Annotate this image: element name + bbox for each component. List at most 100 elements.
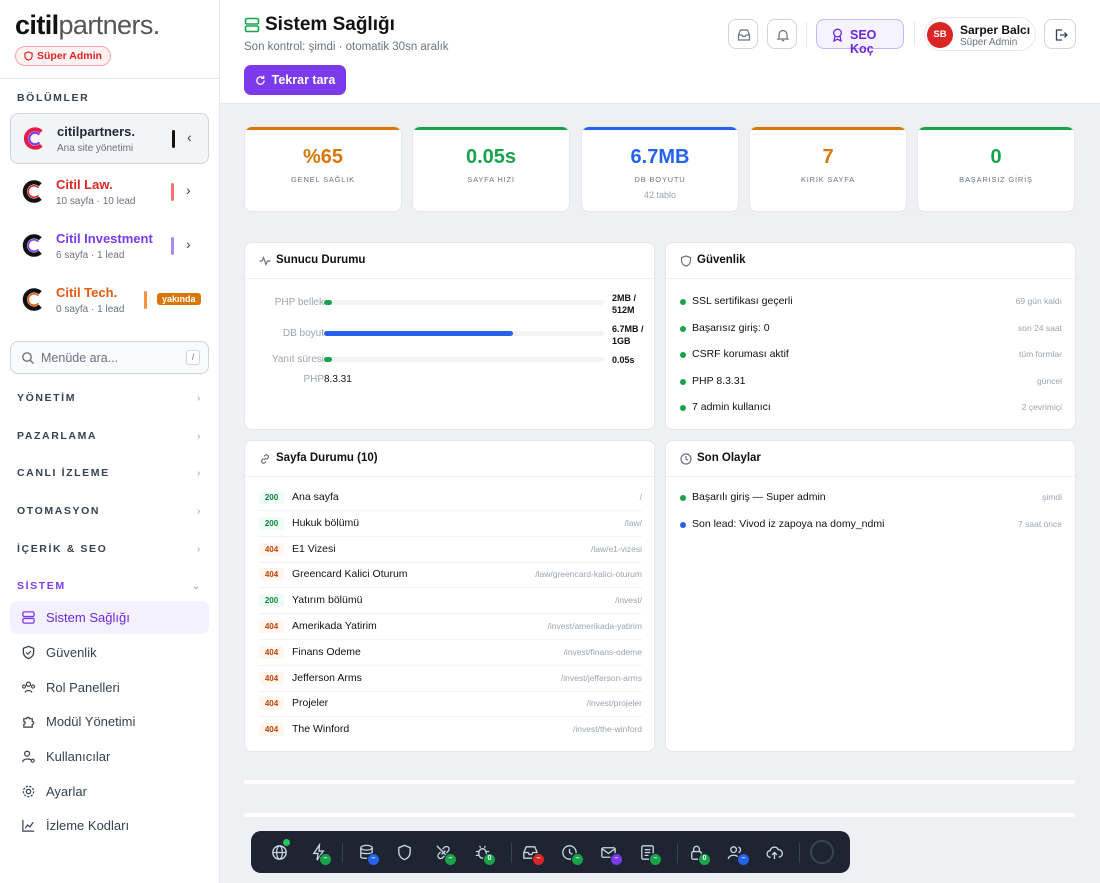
shield-icon bbox=[24, 51, 33, 61]
status-dot bbox=[680, 379, 686, 385]
site-color-bar bbox=[171, 237, 174, 255]
site-citilpartners[interactable]: citilpartners. Ana site yönetimi ‹ bbox=[10, 113, 209, 164]
page-name: E1 Vizesi bbox=[292, 542, 336, 555]
count-badge: 0 bbox=[483, 853, 496, 866]
seo-coach-button[interactable]: SEO Koç bbox=[816, 19, 904, 56]
nav-item-guvenlik[interactable]: Güvenlik bbox=[10, 636, 209, 669]
nav-group-pazarlama[interactable]: PAZARLAMA › bbox=[17, 430, 202, 442]
page-status-row[interactable]: 404 Jefferson Arms/invest/jefferson-arms bbox=[259, 667, 642, 692]
link-icon bbox=[261, 454, 269, 464]
metric-bar-fill bbox=[324, 357, 333, 362]
rescan-button[interactable]: Tekrar tara bbox=[244, 65, 346, 95]
logout-button[interactable] bbox=[1044, 19, 1076, 49]
brand-part1: citil bbox=[15, 10, 59, 40]
nav-item-izleme-kodlari[interactable]: İzleme Kodları bbox=[10, 809, 209, 842]
nav-group-label: İÇERİK & SEO bbox=[17, 543, 108, 555]
event-dot bbox=[680, 522, 686, 528]
http-status-badge: 404 bbox=[259, 542, 284, 556]
stat-accent bbox=[245, 127, 401, 130]
nav-item-label: İzleme Kodları bbox=[46, 818, 130, 833]
search-shortcut-key: / bbox=[186, 350, 200, 365]
menu-search-input[interactable]: Menüde ara... / bbox=[10, 341, 209, 374]
metric-bar-fill bbox=[324, 331, 513, 336]
quick-access-dock: – – – 0 – – – – 0 – bbox=[251, 831, 850, 873]
site-citil-law[interactable]: Citil Law. 10 sayfa · 10 lead › bbox=[10, 167, 209, 218]
seo-coach-label: SEO Koç bbox=[850, 28, 877, 56]
metric-response-time: Yanıt süresi 0.05s bbox=[245, 352, 654, 372]
coming-soon-badge: yakında bbox=[157, 293, 201, 305]
site-citil-tech[interactable]: Citil Tech. 0 sayfa · 1 lead yakında bbox=[10, 275, 209, 326]
user-menu[interactable]: SB Sarper Balcı Süper Admin bbox=[924, 17, 1036, 51]
page-header: Sistem Sağlığı Son kontrol: şimdi · otom… bbox=[220, 0, 1100, 104]
chevron-right-icon[interactable]: › bbox=[186, 182, 191, 198]
ledger-icon[interactable] bbox=[638, 843, 657, 862]
page-status-row[interactable]: 404 The Winford/invest/the-winford bbox=[259, 718, 642, 743]
page-status-row[interactable]: 200 Hukuk bölümü/law/ bbox=[259, 512, 642, 537]
security-item: 7 admin kullanıcı 2 çevrimiçi bbox=[680, 400, 1062, 420]
nav-item-rol-panelleri[interactable]: Rol Panelleri bbox=[10, 671, 209, 704]
notifications-button[interactable] bbox=[767, 19, 797, 49]
page-status-row[interactable]: 200 Ana sayfa / bbox=[259, 486, 642, 511]
citil-logo-icon bbox=[22, 288, 42, 311]
status-dot bbox=[680, 352, 686, 358]
brand-logo[interactable]: citilpartners. bbox=[15, 10, 160, 41]
user-role: Süper Admin bbox=[960, 37, 1018, 48]
page-status-row[interactable]: 404 Projeler/invest/projeler bbox=[259, 692, 642, 718]
page-url: /law/greencard-kalici-oturum bbox=[535, 569, 642, 580]
page-status-row[interactable]: 200 Yatırım bölümü/invest/ bbox=[259, 589, 642, 615]
nav-group-sistem[interactable]: SİSTEM ⌄ bbox=[17, 580, 202, 592]
http-status-badge: 404 bbox=[259, 620, 284, 633]
page-status-row[interactable]: 404 E1 Vizesi/law/e1-vizesi bbox=[259, 538, 642, 563]
security-item-meta: son 24 saat bbox=[1018, 323, 1062, 333]
inbox-button[interactable] bbox=[728, 19, 758, 49]
status-badge: – bbox=[737, 853, 750, 866]
user-cog-icon bbox=[22, 750, 35, 763]
nav-group-yonetim[interactable]: YÖNETİM › bbox=[17, 392, 202, 404]
page-status-row[interactable]: 404 Greencard Kalici Oturum/law/greencard… bbox=[259, 563, 642, 589]
status-badge: – bbox=[532, 853, 545, 866]
link-broken-icon[interactable] bbox=[434, 843, 453, 862]
mail-icon[interactable] bbox=[599, 843, 618, 862]
cloud-upload-icon[interactable] bbox=[765, 843, 784, 862]
shield-icon[interactable] bbox=[395, 843, 414, 862]
citil-logo-icon bbox=[23, 127, 43, 150]
metric-php-version: PHP bbox=[245, 372, 654, 392]
page-status-row[interactable]: 404 Amerikada Yatirim/invest/amerikada-ya… bbox=[259, 615, 642, 640]
stat-label: DB BOYUTU bbox=[634, 175, 686, 184]
lightning-icon[interactable] bbox=[309, 843, 328, 862]
nav-item-sistem-sagligi[interactable]: Sistem Sağlığı bbox=[10, 601, 209, 634]
collapsed-panel bbox=[244, 780, 1075, 784]
stat-value: 6.7MB bbox=[630, 146, 690, 168]
card-header: Güvenlik bbox=[666, 243, 1075, 279]
security-item-text: CSRF koruması aktif bbox=[692, 348, 789, 360]
nav-group-icerik-seo[interactable]: İÇERİK & SEO › bbox=[17, 543, 202, 555]
nav-item-modul-yonetimi[interactable]: Modül Yönetimi bbox=[10, 705, 209, 738]
security-item-text: 7 admin kullanıcı bbox=[692, 401, 771, 413]
nav-group-otomasyon[interactable]: OTOMASYON › bbox=[17, 505, 202, 517]
metric-label: DB boyut bbox=[282, 328, 324, 339]
nav-item-label: Kullanıcılar bbox=[46, 749, 111, 764]
clock-icon[interactable] bbox=[560, 843, 579, 862]
chevron-right-icon[interactable]: › bbox=[186, 236, 191, 252]
nav-item-kullanicilar[interactable]: Kullanıcılar bbox=[10, 740, 209, 773]
header-divider bbox=[806, 22, 807, 46]
stat-card-broken-pages: 7 KIRIK SAYFA bbox=[749, 126, 907, 212]
globe-icon[interactable] bbox=[270, 843, 289, 862]
metric-php-memory: PHP bellek 2MB / 512M bbox=[245, 293, 654, 315]
site-citil-investment[interactable]: Citil Investment 6 sayfa · 1 lead › bbox=[10, 221, 209, 272]
nav-group-canli-izleme[interactable]: CANLI İZLEME › bbox=[17, 467, 202, 479]
chevron-left-icon[interactable]: ‹ bbox=[187, 129, 192, 145]
site-name: Citil Law. bbox=[56, 177, 113, 192]
dock-divider bbox=[511, 843, 512, 863]
divider bbox=[0, 78, 219, 79]
inbox-icon[interactable] bbox=[521, 843, 540, 862]
event-text: Başarılı giriş — Super admin bbox=[692, 491, 826, 503]
nav-item-label: Ayarlar bbox=[46, 784, 87, 799]
event-dot bbox=[680, 495, 686, 501]
chevron-right-icon: › bbox=[196, 430, 202, 442]
page-url: /invest/the-winford bbox=[573, 724, 642, 735]
page-status-row[interactable]: 404 Finans Odeme/invest/finans-odeme bbox=[259, 641, 642, 666]
card-title: Güvenlik bbox=[697, 254, 746, 266]
nav-item-ayarlar[interactable]: Ayarlar bbox=[10, 775, 209, 808]
http-status-badge: 200 bbox=[259, 516, 284, 530]
